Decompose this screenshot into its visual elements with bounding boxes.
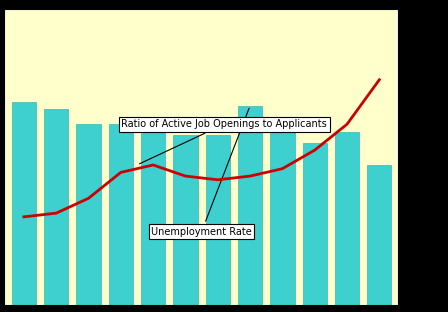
Text: 0.96: 0.96 bbox=[409, 75, 433, 85]
Bar bbox=[302, 143, 327, 306]
Bar bbox=[206, 135, 230, 306]
Bar bbox=[12, 102, 36, 306]
Bar bbox=[335, 132, 359, 306]
Text: Ratio of Active Job Openings to Applicants: Ratio of Active Job Openings to Applican… bbox=[121, 119, 327, 164]
Bar bbox=[44, 110, 68, 306]
Text: 4.2: 4.2 bbox=[409, 160, 426, 170]
Bar bbox=[367, 165, 392, 306]
Bar bbox=[76, 124, 101, 306]
Bar bbox=[109, 124, 133, 306]
Bar bbox=[238, 106, 262, 306]
Bar bbox=[173, 135, 198, 306]
Bar bbox=[270, 128, 294, 306]
Bar bbox=[141, 124, 165, 306]
Text: Unemployment Rate: Unemployment Rate bbox=[151, 108, 252, 237]
